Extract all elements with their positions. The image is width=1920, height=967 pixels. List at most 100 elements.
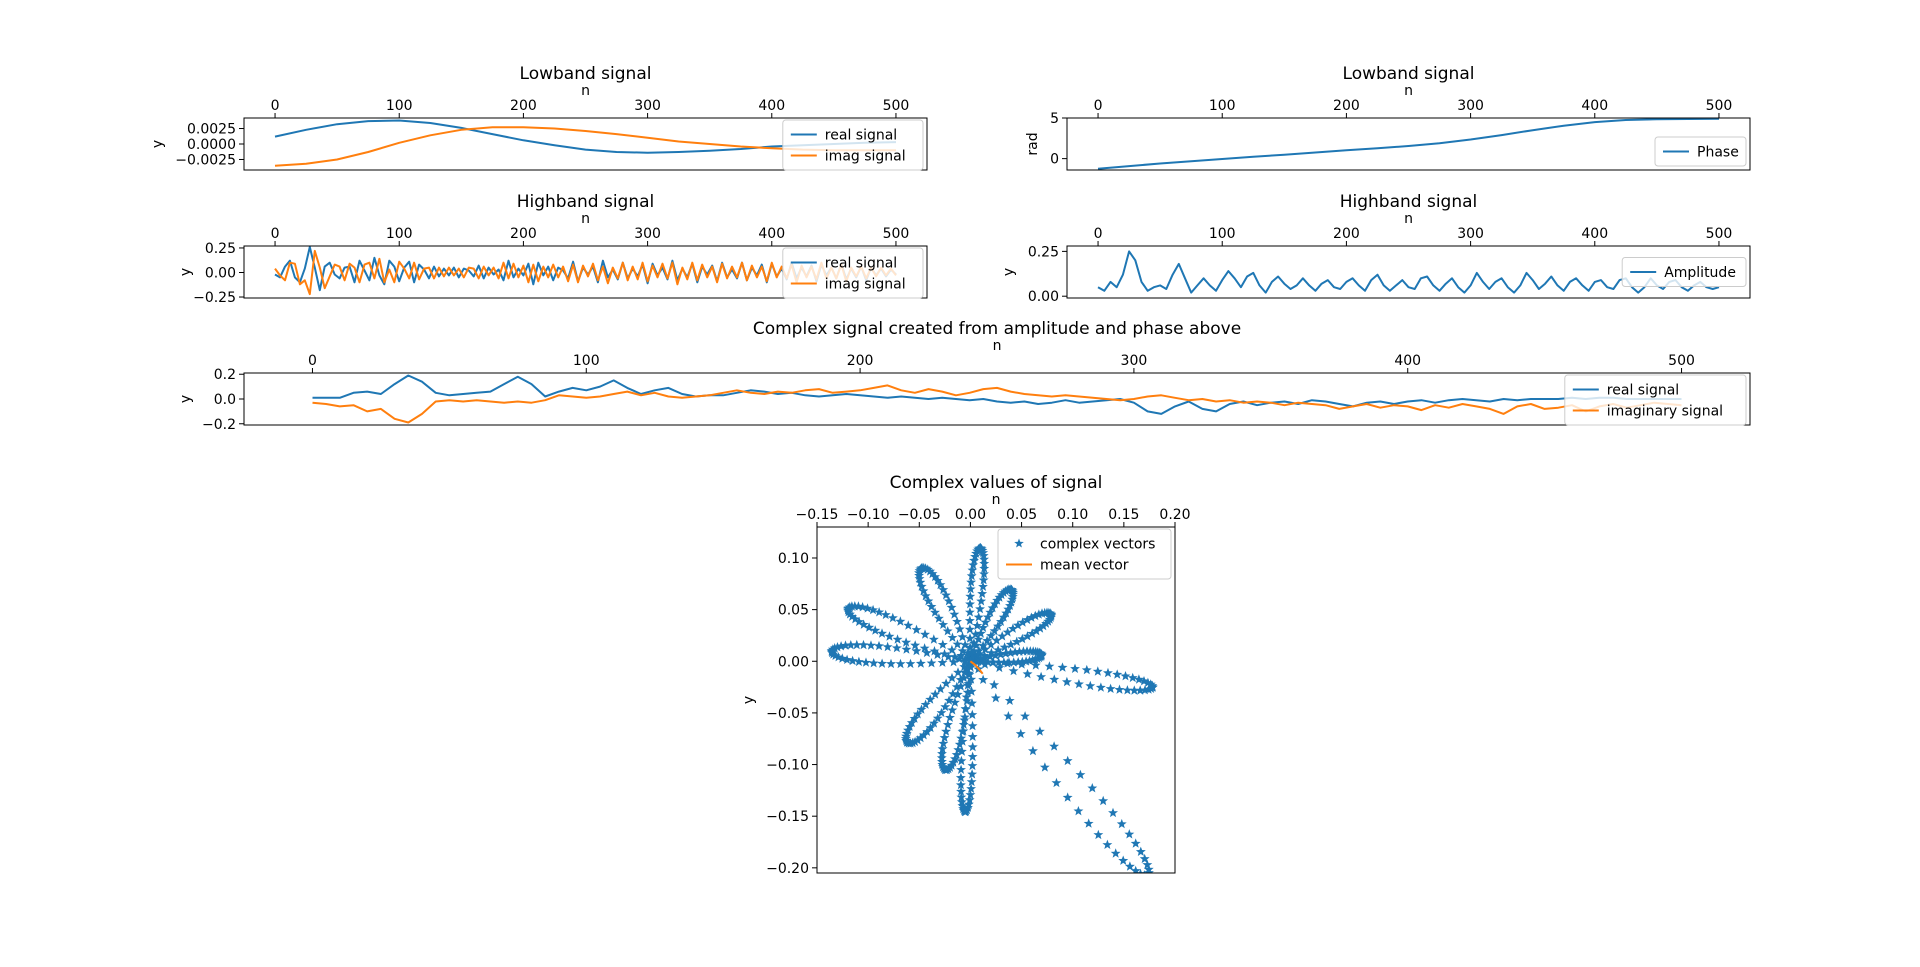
complex-vector-point-433 xyxy=(830,650,841,660)
complex-vector-point-178 xyxy=(1013,657,1024,667)
complex-vector-point-136 xyxy=(1017,633,1028,644)
complex-vector-point-46 xyxy=(957,631,968,642)
complex-vector-point-256 xyxy=(1062,792,1073,802)
complex-vector-point-69 xyxy=(914,573,925,583)
complex_plane-xtick-label-2: −0.05 xyxy=(898,507,941,523)
complex-vector-point-323 xyxy=(964,669,975,679)
complex-vector-point-61 xyxy=(920,590,931,601)
complex_plane-ytick-label-2: 0.00 xyxy=(778,654,809,670)
complex-vector-point-389 xyxy=(912,735,923,745)
complex-vector-point-427 xyxy=(842,654,852,664)
complex-vector-point-20 xyxy=(978,575,989,585)
complex-vector-point-58 xyxy=(941,590,951,600)
complex-vector-point-229 xyxy=(1134,674,1144,684)
highband_amp-axes-frame xyxy=(1066,245,1751,299)
complex_plane-xtick-label-1: −0.10 xyxy=(847,507,890,523)
complex-vector-point-214 xyxy=(1062,676,1072,687)
complex-vector-point-382 xyxy=(909,713,920,723)
complex-vector-point-341 xyxy=(954,739,965,749)
complex-vector-point-5 xyxy=(965,633,975,643)
highband_cart-xtick-label-3: 300 xyxy=(634,226,661,242)
complex-vector-point-204 xyxy=(994,662,1005,673)
complex-vector-point-199 xyxy=(1036,649,1047,660)
complex-vector-point-457 xyxy=(884,631,895,641)
complex-vector-point-169 xyxy=(990,650,1001,660)
complex-vector-point-423 xyxy=(854,656,864,667)
complex-vector-point-263 xyxy=(1116,818,1127,829)
complex-vector-point-233 xyxy=(1143,677,1153,687)
complex-vector-point-336 xyxy=(942,719,953,729)
highband_cart-xtick-label-4: 400 xyxy=(758,226,785,242)
complex-vector-point-418 xyxy=(874,640,884,651)
complex-vector-point-363 xyxy=(959,667,970,677)
complex-vector-point-219 xyxy=(1092,666,1103,676)
complex-vector-point-335 xyxy=(958,719,969,729)
complex-vector-point-206 xyxy=(1008,665,1019,676)
complex_time-xtick-label-5: 500 xyxy=(1668,353,1695,369)
complex_time-series-1 xyxy=(312,384,1682,424)
lowband_cart-ytick-label-2: −0.0025 xyxy=(175,152,236,168)
lowband_cart-axes-frame xyxy=(243,117,928,171)
complex-vector-point-466 xyxy=(862,603,873,613)
complex-vector-point-346 xyxy=(937,748,947,758)
complex-vector-point-89 xyxy=(975,628,986,638)
complex-vector-point-338 xyxy=(941,726,951,736)
complex-vector-point-119 xyxy=(1006,584,1017,594)
complex-vector-point-387 xyxy=(915,732,926,743)
highband_cart-ytick-label-1: 0.00 xyxy=(205,265,236,281)
complex-vector-point-93 xyxy=(980,617,991,627)
highband_cart-title: Highband signal xyxy=(517,192,655,212)
complex-vector-point-381 xyxy=(925,722,936,733)
complex-vector-point-249 xyxy=(1034,726,1045,736)
complex-vector-point-319 xyxy=(960,806,971,817)
complex_plane-xtick-label-6: 0.15 xyxy=(1108,507,1139,523)
lowband_phase-axes-frame xyxy=(1066,117,1751,171)
highband_amp-ytick-label-1: 0.00 xyxy=(1028,289,1059,305)
complex-vector-point-257 xyxy=(1087,783,1098,793)
complex-vector-point-177 xyxy=(1010,647,1020,657)
complex-vector-point-302 xyxy=(955,772,966,782)
complex-vector-point-459 xyxy=(877,628,887,638)
highband_amp-xtick-label-5: 500 xyxy=(1706,226,1733,242)
complex_plane-xtick-label-3: 0.00 xyxy=(955,507,986,523)
complex-vector-point-208 xyxy=(1022,668,1033,679)
complex-vector-point-308 xyxy=(956,792,967,802)
highband_cart-legend-label-1: imag signal xyxy=(825,277,906,293)
complex-vector-point-405 xyxy=(937,657,948,667)
complex-vector-point-373 xyxy=(940,701,951,712)
complex-vector-point-91 xyxy=(978,622,989,632)
complex-vector-point-18 xyxy=(978,581,988,591)
complex-vector-point-15 xyxy=(965,591,976,601)
complex-vector-point-470 xyxy=(853,601,864,611)
complex-vector-point-16 xyxy=(977,588,988,598)
complex-vector-point-295 xyxy=(967,741,978,752)
complex-vector-point-446 xyxy=(937,639,948,649)
complex-vector-point-72 xyxy=(922,564,933,574)
complex_plane-xtick-label-7: 0.20 xyxy=(1159,507,1190,523)
complex-vector-point-304 xyxy=(955,779,966,790)
complex-vector-point-6 xyxy=(970,629,981,639)
complex-vector-point-246 xyxy=(1003,711,1014,721)
lowband_cart-xtick-label-3: 300 xyxy=(634,98,661,114)
complex-vector-point-53 xyxy=(934,613,944,623)
complex-vector-point-134 xyxy=(1011,636,1022,646)
complex-vector-point-452 xyxy=(911,624,922,635)
highband_amp-xlabel: n xyxy=(1404,211,1413,227)
lowband_cart-xtick-label-5: 500 xyxy=(883,98,910,114)
complex-vector-point-289 xyxy=(967,709,978,719)
complex-vector-point-450 xyxy=(920,629,930,639)
complex-vector-point-299 xyxy=(967,760,978,771)
complex_plane-ytick-label-4: −0.10 xyxy=(766,758,809,774)
complex-vector-point-218 xyxy=(1085,680,1096,691)
complex_plane-xtick-label-0: −0.15 xyxy=(796,507,839,523)
complex-vector-point-216 xyxy=(1074,679,1084,689)
complex-vector-point-217 xyxy=(1081,664,1092,675)
lowband_phase-xtick-label-5: 500 xyxy=(1706,98,1733,114)
complex-vector-point-306 xyxy=(956,786,966,796)
complex-vector-point-83 xyxy=(968,646,979,656)
complex-vector-point-269 xyxy=(1135,846,1146,856)
highband_amp-xtick-label-3: 300 xyxy=(1457,226,1484,242)
complex-vector-point-365 xyxy=(955,674,966,684)
